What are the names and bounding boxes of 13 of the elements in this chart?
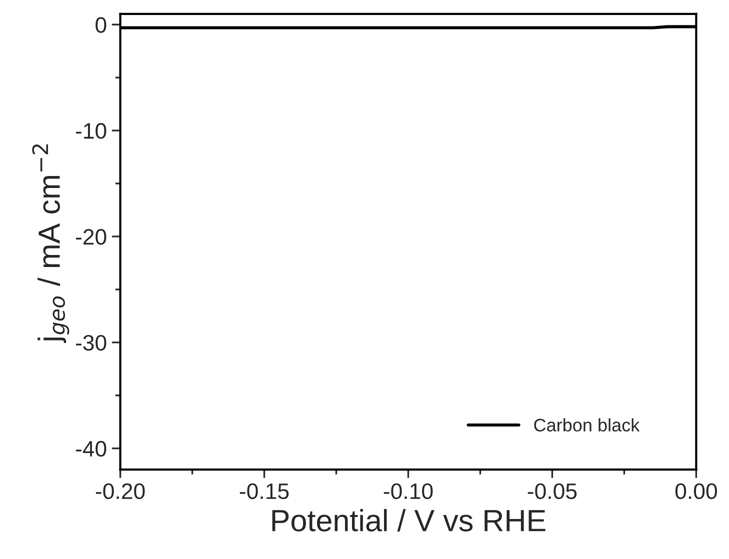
y-tick-label: -20 [76, 229, 106, 245]
x-tick-label: 0.00 [675, 483, 717, 500]
y-tick-label: -30 [76, 334, 106, 351]
x-tick-label: -0.10 [384, 483, 433, 500]
x-tick-label: -0.05 [528, 483, 577, 500]
y-tick-label: -10 [76, 123, 106, 139]
y-axis-title: j$_{geo}$ / mA cm$^{−2}$ [32, 144, 70, 344]
y-tick-label: -40 [76, 440, 106, 457]
y-tick-label: 0 [96, 17, 106, 33]
x-axis-title: Potential / V vs RHE [272, 509, 546, 532]
x-tick-label: -0.20 [96, 483, 145, 500]
x-tick-label: -0.15 [240, 483, 289, 500]
legend-label: Carbon black [534, 418, 640, 432]
